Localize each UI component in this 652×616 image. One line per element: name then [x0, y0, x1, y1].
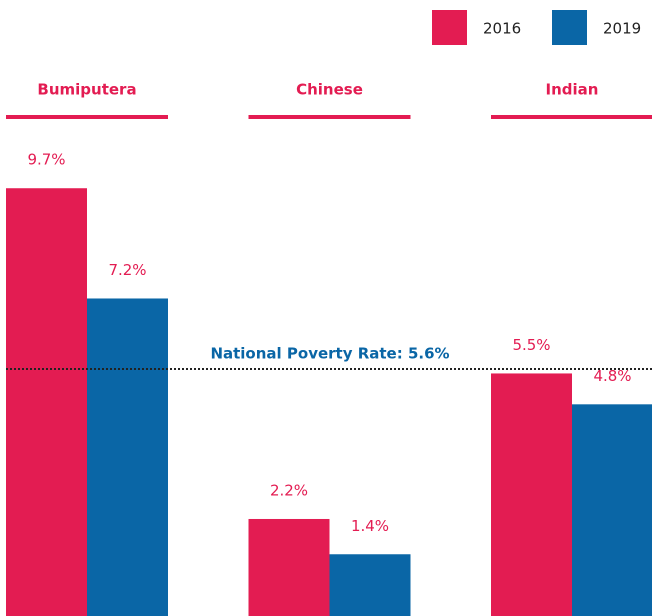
- category-label: Indian: [546, 81, 599, 99]
- value-label: 9.7%: [27, 151, 65, 169]
- bar: [248, 518, 330, 616]
- bar: [329, 554, 411, 616]
- category-underline: [248, 115, 411, 119]
- category-label: Bumiputera: [37, 81, 136, 99]
- value-label: 7.2%: [108, 261, 146, 279]
- value-label: 4.8%: [593, 367, 631, 385]
- legend-label: 2019: [603, 20, 641, 38]
- bar: [6, 188, 87, 616]
- legend-label: 2016: [483, 20, 521, 38]
- reference-label: National Poverty Rate: 5.6%: [210, 345, 449, 363]
- legend-swatch: [552, 10, 587, 45]
- category-underline: [491, 115, 652, 119]
- value-label: 1.4%: [351, 517, 389, 535]
- bar: [572, 404, 652, 616]
- bar: [491, 373, 572, 616]
- value-label: 5.5%: [512, 336, 550, 354]
- category-label: Chinese: [296, 81, 363, 99]
- category-underline: [6, 115, 168, 119]
- value-label: 2.2%: [270, 481, 308, 499]
- bar: [87, 298, 168, 616]
- legend-swatch: [432, 10, 467, 45]
